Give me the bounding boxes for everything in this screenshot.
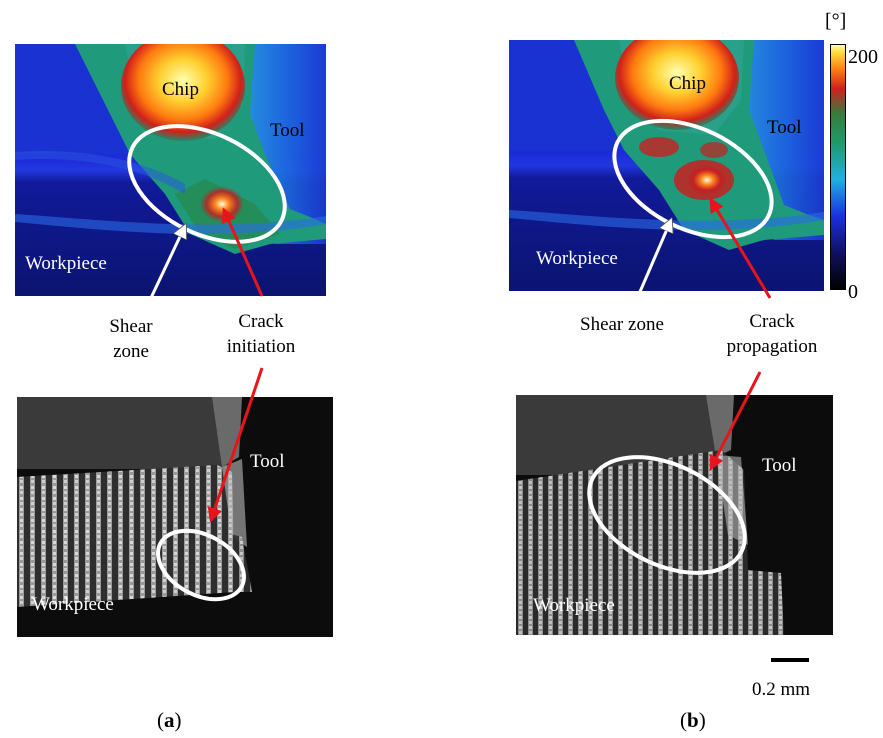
crack-arrow-micro-b	[709, 371, 762, 471]
shear-zone-label-b: Shear zone	[580, 314, 664, 335]
crack-arrow-thermal-b	[709, 197, 772, 299]
workpiece-label-b: Workpiece	[536, 248, 618, 269]
crack-propagation-label-line2: propagation	[726, 336, 818, 357]
crack-initiation-label: Crack initiation	[206, 311, 316, 358]
chip-label-b: Chip	[669, 73, 706, 94]
crack-arrow-micro-a	[207, 367, 264, 523]
crack-arrow-thermal-a	[221, 207, 264, 297]
crack-ellipse-micro-a	[156, 528, 246, 602]
tool-label-a: Tool	[270, 120, 305, 141]
colorbar	[830, 44, 846, 290]
micrograph-a	[17, 397, 333, 637]
colorbar-max-label: 200	[848, 46, 878, 68]
scale-bar-label: 0.2 mm	[752, 679, 811, 700]
caption-b: (b)	[680, 708, 706, 732]
crack-initiation-label-line1: Crack	[238, 311, 284, 332]
thermal-image-a	[15, 44, 326, 296]
crack-propagation-label: Crack propagation	[712, 311, 832, 358]
workpiece-label-micro-a: Workpiece	[32, 594, 114, 615]
shear-zone-label-a-line1: Shear	[109, 316, 153, 337]
tool-label-b: Tool	[767, 117, 802, 138]
thermal-image-b	[509, 40, 824, 291]
shear-zone-ellipse-a	[127, 124, 287, 244]
caption-a-letter: a	[164, 708, 175, 732]
caption-a: (a)	[157, 708, 182, 732]
crack-initiation-label-line2: initiation	[226, 336, 296, 357]
crack-propagation-label-line1: Crack	[749, 311, 795, 332]
tool-label-micro-a: Tool	[250, 451, 285, 472]
tool-label-micro-b: Tool	[762, 455, 797, 476]
chip-label-a: Chip	[162, 79, 199, 100]
colorbar-unit: [°]	[825, 10, 847, 32]
shear-zone-label-a-line2: zone	[113, 341, 149, 362]
shear-zone-label-a: Shear zone	[96, 316, 166, 363]
workpiece-label-micro-b: Workpiece	[533, 595, 615, 616]
colorbar-min-label: 0	[848, 281, 858, 303]
shear-zone-ellipse-b	[612, 118, 774, 240]
caption-b-letter: b	[687, 708, 699, 732]
shear-arrow-a	[148, 226, 185, 301]
crack-ellipse-micro-b	[587, 455, 747, 575]
shear-arrow-b	[634, 220, 671, 302]
workpiece-label-a: Workpiece	[25, 253, 107, 274]
